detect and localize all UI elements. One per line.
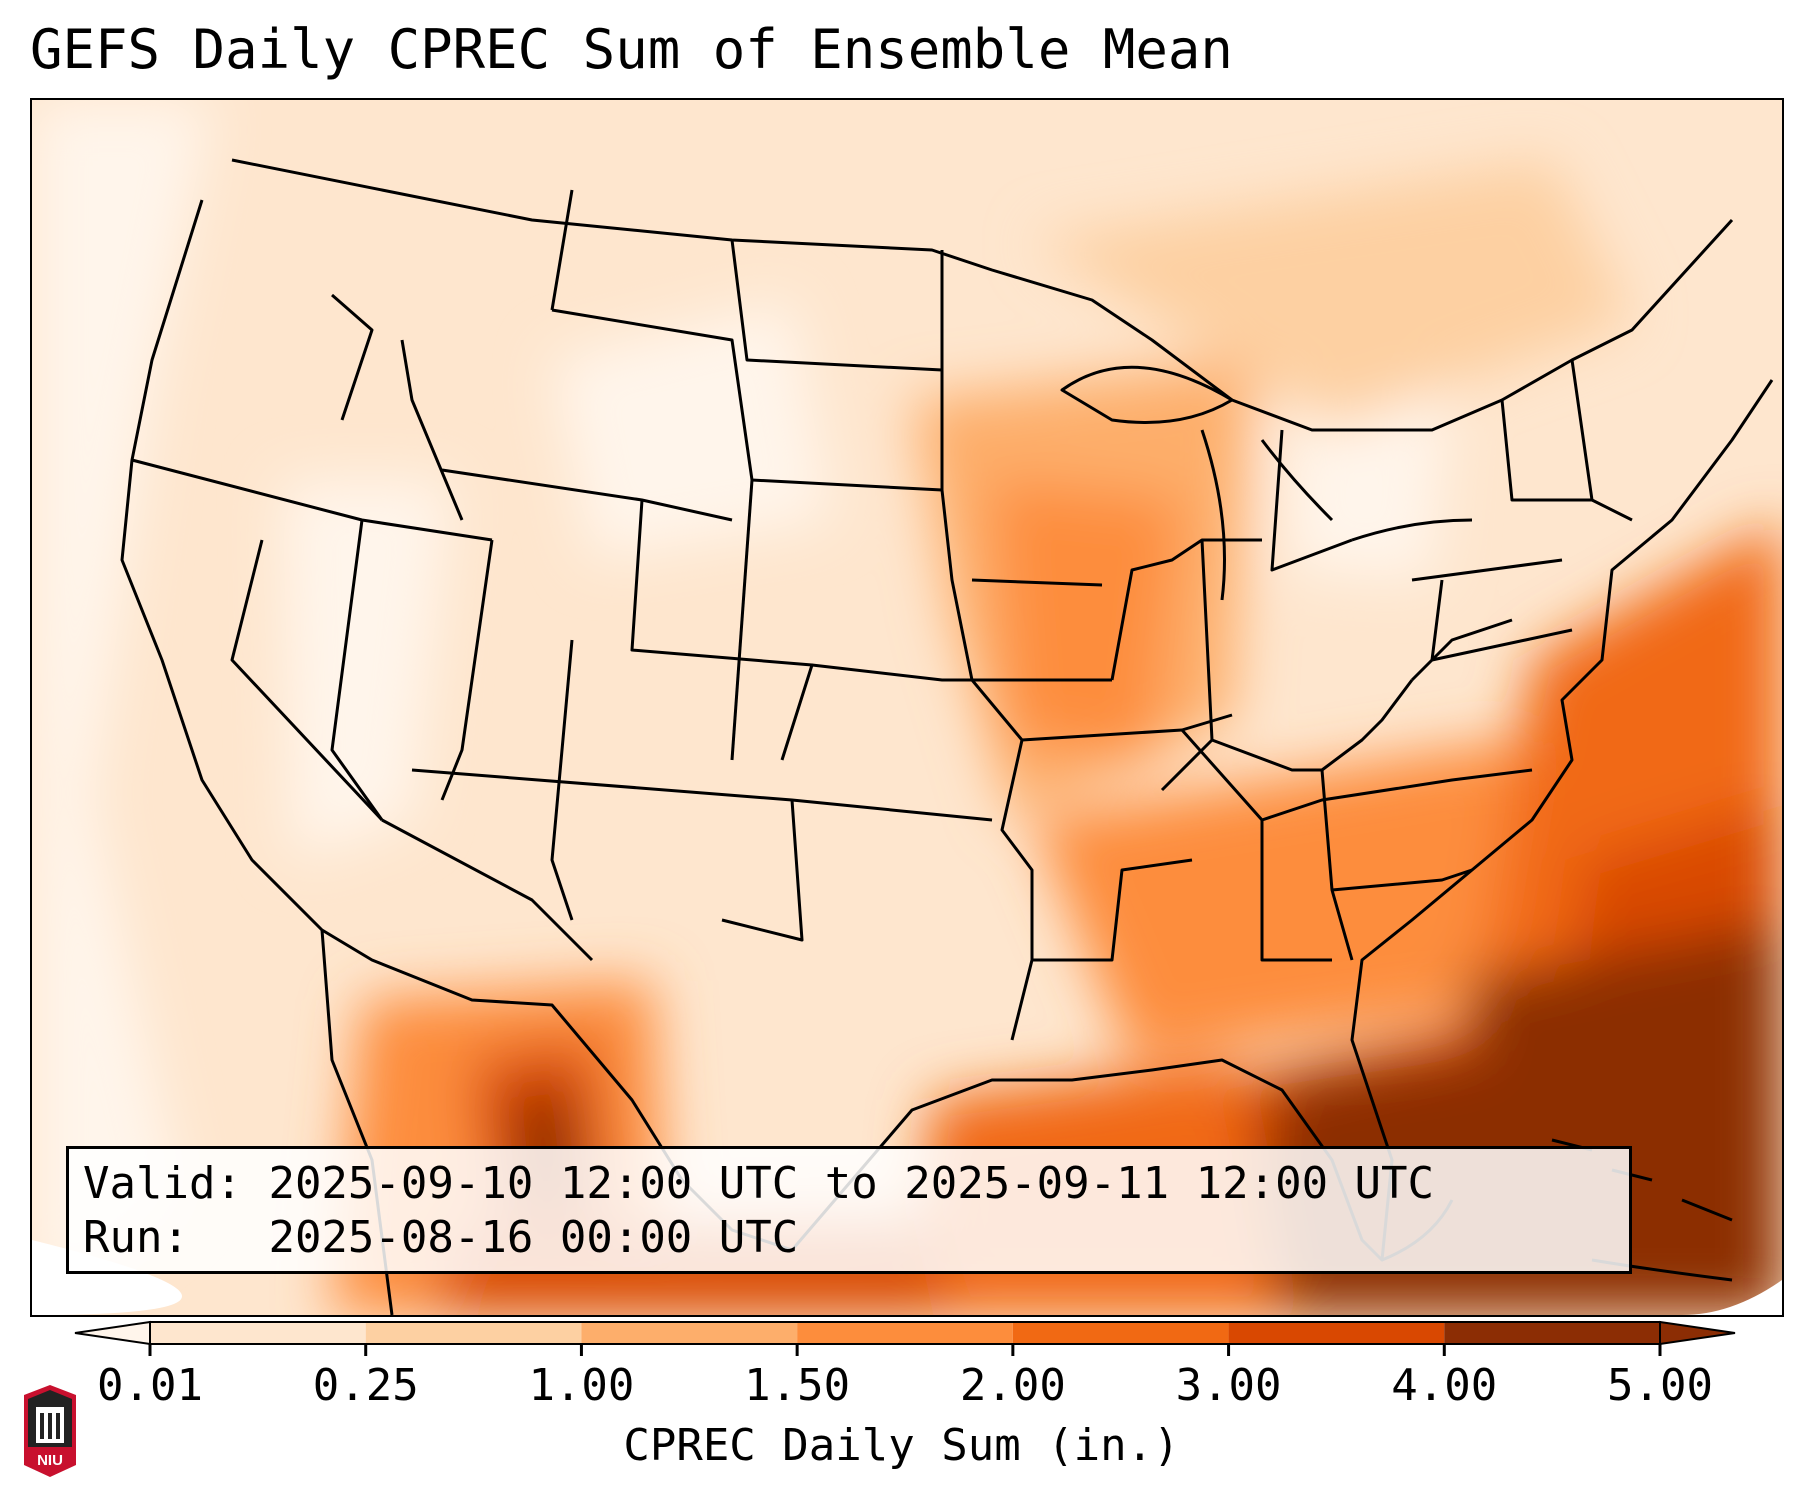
colorbar-segment — [150, 1322, 366, 1344]
map-canvas — [32, 100, 1782, 1315]
colorbar-tick-label: 4.00 — [1391, 1360, 1498, 1411]
colorbar-tick-label: 0.25 — [312, 1360, 419, 1411]
colorbar-ticks — [148, 1344, 1662, 1356]
colorbar-tick-label: 1.00 — [528, 1360, 635, 1411]
colorbar-segment — [1228, 1322, 1445, 1344]
colorbar-extend-min — [74, 1320, 151, 1346]
colorbar-extend-max — [1659, 1320, 1736, 1346]
valid-label: Valid: — [83, 1158, 242, 1209]
colorbar — [74, 1320, 1736, 1356]
valid-value: 2025-09-10 12:00 UTC to 2025-09-11 12:00… — [268, 1158, 1435, 1209]
valid-run-info-box: Valid: 2025-09-10 12:00 UTC to 2025-09-1… — [66, 1146, 1632, 1274]
colorbar-tick-label: 0.01 — [97, 1360, 203, 1411]
run-value: 2025-08-16 00:00 UTC — [268, 1212, 799, 1263]
niu-logo: NIU — [24, 1385, 76, 1477]
colorbar-tick-label: 1.50 — [744, 1360, 851, 1411]
colorbar-segment — [365, 1322, 582, 1344]
colorbar-outline — [149, 1321, 1661, 1345]
colorbar-label: CPREC Daily Sum (in.) — [623, 1420, 1180, 1471]
colorbar-segment — [797, 1322, 1013, 1344]
colorbar-segments — [74, 1320, 1736, 1346]
map-title: GEFS Daily CPREC Sum of Ensemble Mean — [30, 18, 1233, 81]
colorbar-tick-label: 2.00 — [959, 1360, 1066, 1411]
colorbar-tick-label: 5.00 — [1607, 1360, 1713, 1411]
colorbar-segment — [581, 1322, 798, 1344]
colorbar-segment — [1012, 1322, 1229, 1344]
colorbar-segment — [1444, 1322, 1660, 1344]
colorbar-tick-label: 3.00 — [1175, 1360, 1282, 1411]
precipitation-map — [30, 98, 1784, 1317]
run-label: Run: — [83, 1212, 189, 1263]
logo-text: NIU — [37, 1452, 63, 1469]
map-boundaries — [120, 158, 1774, 1315]
